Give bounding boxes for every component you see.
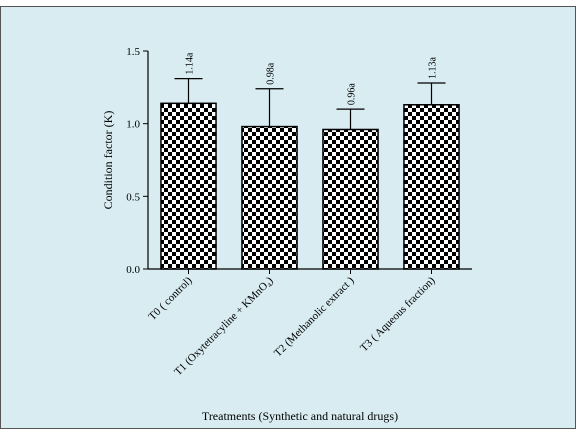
value-label: 1.14a xyxy=(185,52,196,75)
bar xyxy=(160,102,217,270)
value-label: 1.13a xyxy=(428,56,439,79)
y-tick-label: 1.5 xyxy=(126,46,140,58)
bar xyxy=(403,104,460,270)
y-tick-label: 1.0 xyxy=(126,119,140,131)
value-label: 0.96a xyxy=(347,83,358,106)
y-axis-title: Condition factor (K) xyxy=(101,111,115,210)
value-label: 0.98a xyxy=(266,62,277,85)
y-tick-label: 0.5 xyxy=(126,191,140,203)
bar xyxy=(241,125,298,270)
x-axis-title: Treatments (Synthetic and natural drugs) xyxy=(202,409,398,423)
bar xyxy=(322,128,379,270)
y-tick-label: 0.0 xyxy=(126,264,140,276)
